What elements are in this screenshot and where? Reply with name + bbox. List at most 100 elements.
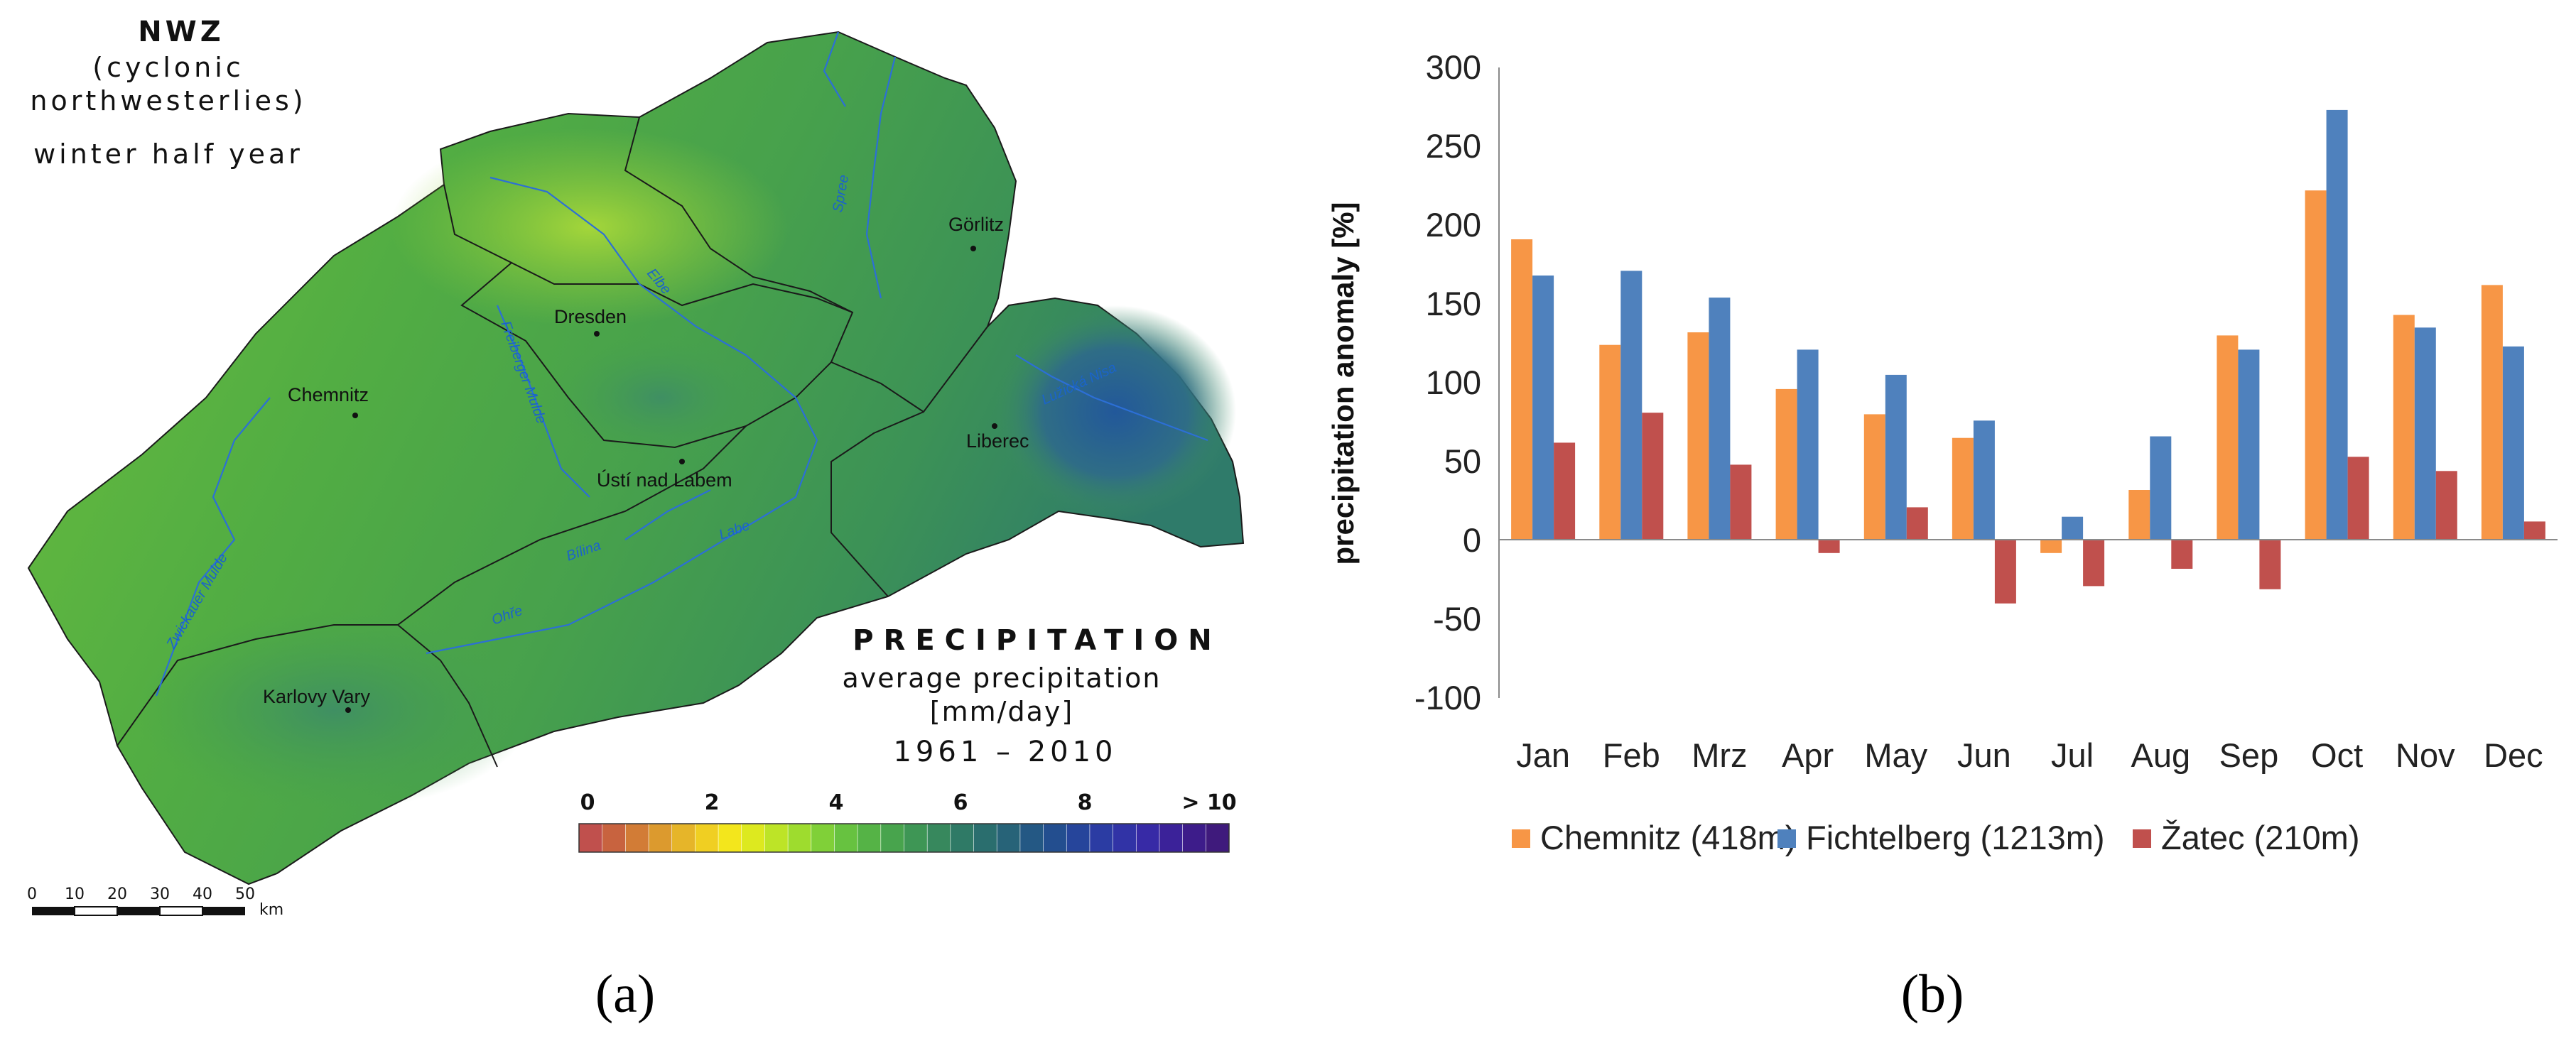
y-tick-label: 150 [1426,285,1481,322]
colorbar-cell [996,823,1021,853]
bar-jan-1 [1532,276,1554,540]
x-tick-label: Jan [1516,736,1570,774]
chart-bars [1511,109,2545,604]
colorbar-label: 2 [705,790,720,815]
colorbar-label: 4 [829,790,844,815]
y-tick-label: -50 [1433,600,1481,638]
x-tick-label: Aug [2131,736,2190,774]
colorbar-cell [1206,823,1230,853]
bar-apr-0 [1775,388,1797,540]
city-label-chemnitz: Chemnitz [288,384,369,405]
river-line [426,176,818,655]
scale-label: 50 [235,885,255,903]
river-line [624,489,711,540]
scale-label: 10 [65,885,85,903]
colorbar-cell [950,823,975,853]
x-tick-label: Jun [1957,736,2011,774]
colorbar-cell [578,823,603,853]
colorbar-cell [1135,823,1160,853]
legend-swatch [1777,829,1796,848]
river-line [496,305,590,498]
colorbar-frame [578,823,1230,853]
city-dot [970,246,976,251]
colorbar-cell [648,823,673,853]
legend-label: Chemnitz (418m) [1540,819,1796,856]
scale-label: 30 [150,885,170,903]
bar-feb-2 [1642,413,1664,540]
x-tick-label: Sep [2219,736,2279,774]
city-label-gorlitz: Görlitz [948,214,1004,235]
bar-jul-0 [2040,540,2062,553]
x-tick-label: Nov [2396,736,2455,774]
bar-sep-1 [2238,349,2260,540]
bar-feb-1 [1620,271,1643,540]
x-tick-label: May [1864,736,1927,774]
scale-segment [159,906,203,916]
bar-aug-2 [2171,540,2193,569]
x-tick-label: Oct [2311,736,2363,774]
map-desc-2: [mm/day] [930,696,1073,727]
bar-apr-1 [1797,349,1819,540]
colorbar-labels: 0 2 4 6 8 > 10 [580,790,1237,815]
bar-oct-0 [2305,190,2327,540]
legend-label: Fichtelberg (1213m) [1806,819,2105,856]
map-borders [117,116,988,768]
map-panel: Görlitz Dresden Chemnitz Liberec Ústí na… [27,16,1245,1024]
colorbar-label: > 10 [1181,790,1236,815]
scale-label: 40 [193,885,212,903]
bar-may-0 [1863,414,1885,540]
colorbar-label: 8 [1078,790,1093,815]
bar-oct-2 [2347,457,2369,540]
bar-jan-0 [1511,239,1533,540]
border-line [443,184,988,449]
city-label-dresden: Dresden [554,306,627,327]
y-tick-label: 0 [1463,521,1481,559]
x-tick-label: Dec [2484,736,2543,774]
colorbar-cell [1182,823,1207,853]
legend-swatch [1512,829,1530,848]
map-shading [135,611,533,810]
x-tick-label: Mrz [1692,736,1747,774]
bar-jun-2 [1994,540,2016,604]
x-tick-label: Jul [2051,736,2094,774]
colorbar-cell [625,823,649,853]
chart-x-ticks: Jan Feb Mrz Apr May Jun Jul Aug Sep Oct Nov Dec [1516,736,2543,774]
colorbar-cell [1066,823,1091,853]
bar-aug-0 [2128,490,2150,540]
scale-segment [74,906,118,916]
border-line [117,425,747,746]
city-label-karlovy-vary: Karlovy Vary [263,686,371,707]
city-dot [345,707,351,713]
x-tick-label: Apr [1782,736,1834,774]
bar-may-2 [1906,507,1928,540]
city-dot [992,423,997,429]
bar-feb-0 [1599,344,1621,540]
bar-apr-2 [1818,540,1840,553]
map-period: 1961 – 2010 [893,736,1117,768]
city-label-usti: Ústí nad Labem [597,469,732,491]
colorbar-label: 0 [580,790,595,815]
bar-sep-2 [2259,540,2281,589]
bar-oct-1 [2326,109,2348,540]
scale-label: 0 [27,885,37,903]
scale-labels: 0 10 20 30 40 50 [27,885,255,903]
bar-mrz-2 [1730,464,1752,540]
river-line [1015,354,1208,442]
scale-segment [32,907,75,915]
y-tick-label: 300 [1426,48,1481,86]
chart-panel: precipitation anomaly [%] 300 250 200 150 10… [1326,48,2558,1024]
bar-nov-1 [2414,327,2436,540]
colorbar-cell [1113,823,1137,853]
map-rivers [155,31,1208,697]
map-colorbar: 0 2 4 6 8 > 10 [578,790,1237,853]
river-line [823,31,846,107]
map-desc-1: average precipitation [842,663,1161,694]
colorbar-cell [857,823,882,853]
bar-nov-2 [2435,471,2457,540]
y-tick-label: 50 [1444,442,1481,480]
legend-swatch [2133,829,2151,848]
map-cities: Görlitz Dresden Chemnitz Liberec Ústí na… [263,214,1029,713]
map-title: NWZ [138,16,224,48]
colorbar-cell [904,823,929,853]
colorbar-cell [741,823,766,853]
